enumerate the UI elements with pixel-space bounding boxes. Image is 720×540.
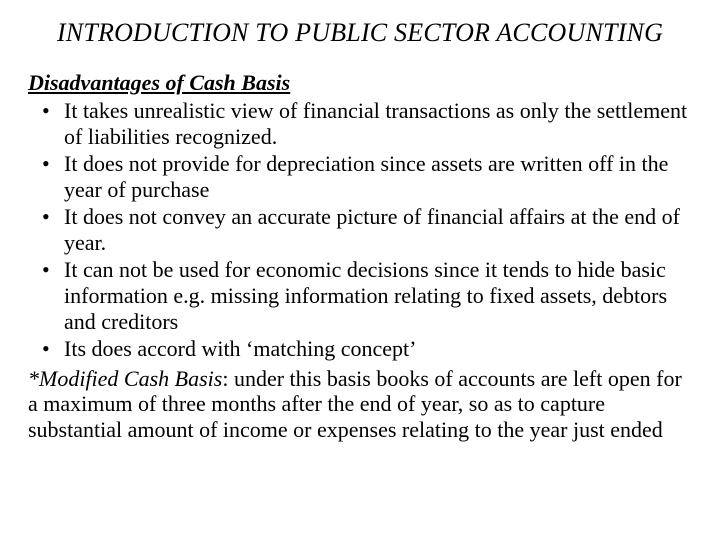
bullet-list: It takes unrealistic view of financial t… [28,98,692,362]
modified-basis-label: *Modified Cash Basis [28,366,222,391]
list-item: It takes unrealistic view of financial t… [64,98,692,150]
modified-basis-paragraph: *Modified Cash Basis: under this basis b… [28,366,692,443]
slide: INTRODUCTION TO PUBLIC SECTOR ACCOUNTING… [0,0,720,540]
list-item: It can not be used for economic decision… [64,257,692,335]
page-title: INTRODUCTION TO PUBLIC SECTOR ACCOUNTING [28,18,692,48]
list-item: It does not convey an accurate picture o… [64,204,692,256]
list-item: Its does accord with ‘matching concept’ [64,336,692,362]
section-subtitle: Disadvantages of Cash Basis [28,70,692,96]
list-item: It does not provide for depreciation sin… [64,151,692,203]
